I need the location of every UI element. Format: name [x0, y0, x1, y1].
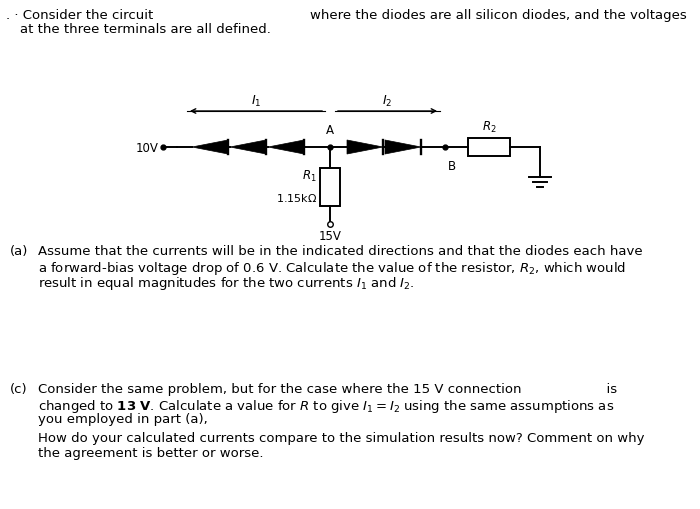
Text: $I_2$: $I_2$	[382, 94, 393, 109]
Polygon shape	[268, 140, 304, 155]
Text: $R_2$: $R_2$	[482, 120, 496, 135]
Text: Assume that the currents will be in the indicated directions and that the diodes: Assume that the currents will be in the …	[38, 244, 643, 258]
Polygon shape	[192, 140, 228, 155]
Text: How do your calculated currents compare to the simulation results now? Comment o: How do your calculated currents compare …	[38, 431, 645, 444]
Text: you employed in part (a),: you employed in part (a),	[38, 412, 208, 425]
Polygon shape	[347, 140, 383, 155]
Text: result in equal magnitudes for the two currents $I_1$ and $I_2$.: result in equal magnitudes for the two c…	[38, 274, 414, 292]
Text: a forward-bias voltage drop of 0.6 V. Calculate the value of the resistor, $R_2$: a forward-bias voltage drop of 0.6 V. Ca…	[38, 260, 626, 276]
Text: (a): (a)	[10, 244, 29, 258]
Bar	[320, 168, 340, 207]
Text: 1.15k$\Omega$: 1.15k$\Omega$	[276, 191, 317, 204]
Polygon shape	[230, 140, 266, 155]
Text: $I_1$: $I_1$	[251, 94, 261, 109]
Text: at the three terminals are all defined.: at the three terminals are all defined.	[20, 23, 271, 36]
Text: A: A	[326, 124, 334, 137]
Text: 15V: 15V	[318, 230, 342, 242]
Bar	[468, 139, 510, 157]
Text: changed to $\mathbf{13\ V}$. Calculate a value for $R$ to give $I_1 = I_2$ using: changed to $\mathbf{13\ V}$. Calculate a…	[38, 397, 615, 414]
Text: $R_1$: $R_1$	[302, 168, 317, 184]
Text: (c): (c)	[10, 382, 27, 395]
Polygon shape	[385, 140, 421, 155]
Text: the agreement is better or worse.: the agreement is better or worse.	[38, 446, 263, 459]
Text: Consider the same problem, but for the case where the 15 V connection           : Consider the same problem, but for the c…	[38, 382, 617, 395]
Text: where the diodes are all silicon diodes, and the voltages: where the diodes are all silicon diodes,…	[310, 9, 687, 22]
Text: 10V: 10V	[136, 141, 159, 154]
Text: . · Consider the circuit: . · Consider the circuit	[6, 9, 153, 22]
Text: B: B	[448, 160, 456, 173]
